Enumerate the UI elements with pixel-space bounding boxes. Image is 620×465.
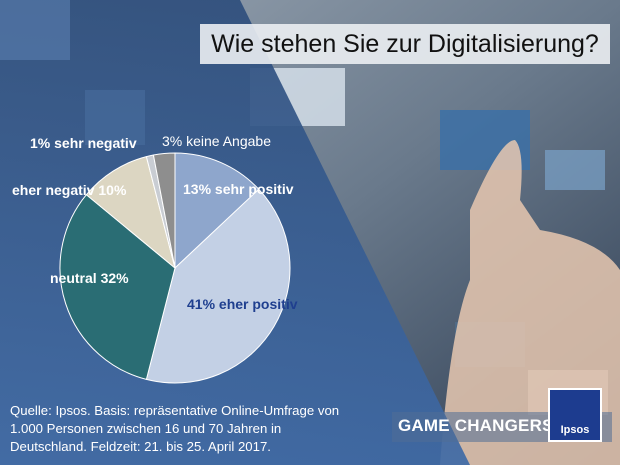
- slice-label-neutral: neutral 32%: [50, 270, 129, 286]
- pie-slice-3: [85, 156, 176, 270]
- slice-label-keine-angabe: 3% keine Angabe: [162, 133, 271, 149]
- pie-slice-5: [152, 152, 176, 269]
- source-line: Quelle: Ipsos. Basis: repräsentative Onl…: [10, 403, 340, 418]
- source-line: 1.000 Personen zwischen 16 und 70 Jahren…: [10, 421, 282, 436]
- slice-label-eher-positiv: 41% eher positiv: [187, 296, 298, 312]
- pie-slice-1: [145, 188, 291, 384]
- game-changers-brand: GAME CHANGERS: [398, 416, 554, 435]
- pie-slice-2: [59, 193, 176, 380]
- source-line: Deutschland. Feldzeit: 21. bis 25. April…: [10, 439, 271, 454]
- source-note: Quelle: Ipsos. Basis: repräsentative Onl…: [10, 402, 380, 456]
- slice-label-sehr-negativ: 1% sehr negativ: [30, 135, 137, 151]
- pie-slice-0: [174, 152, 260, 270]
- title-banner: Wie stehen Sie zur Digitalisierung?: [200, 24, 610, 64]
- chart-title: Wie stehen Sie zur Digitalisierung?: [211, 29, 599, 58]
- slice-label-eher-negativ: eher negativ 10%: [12, 182, 127, 198]
- ipsos-logo: Ipsos: [548, 388, 602, 442]
- logo-text: Ipsos: [560, 424, 590, 436]
- slice-label-sehr-positiv: 13% sehr positiv: [183, 181, 294, 197]
